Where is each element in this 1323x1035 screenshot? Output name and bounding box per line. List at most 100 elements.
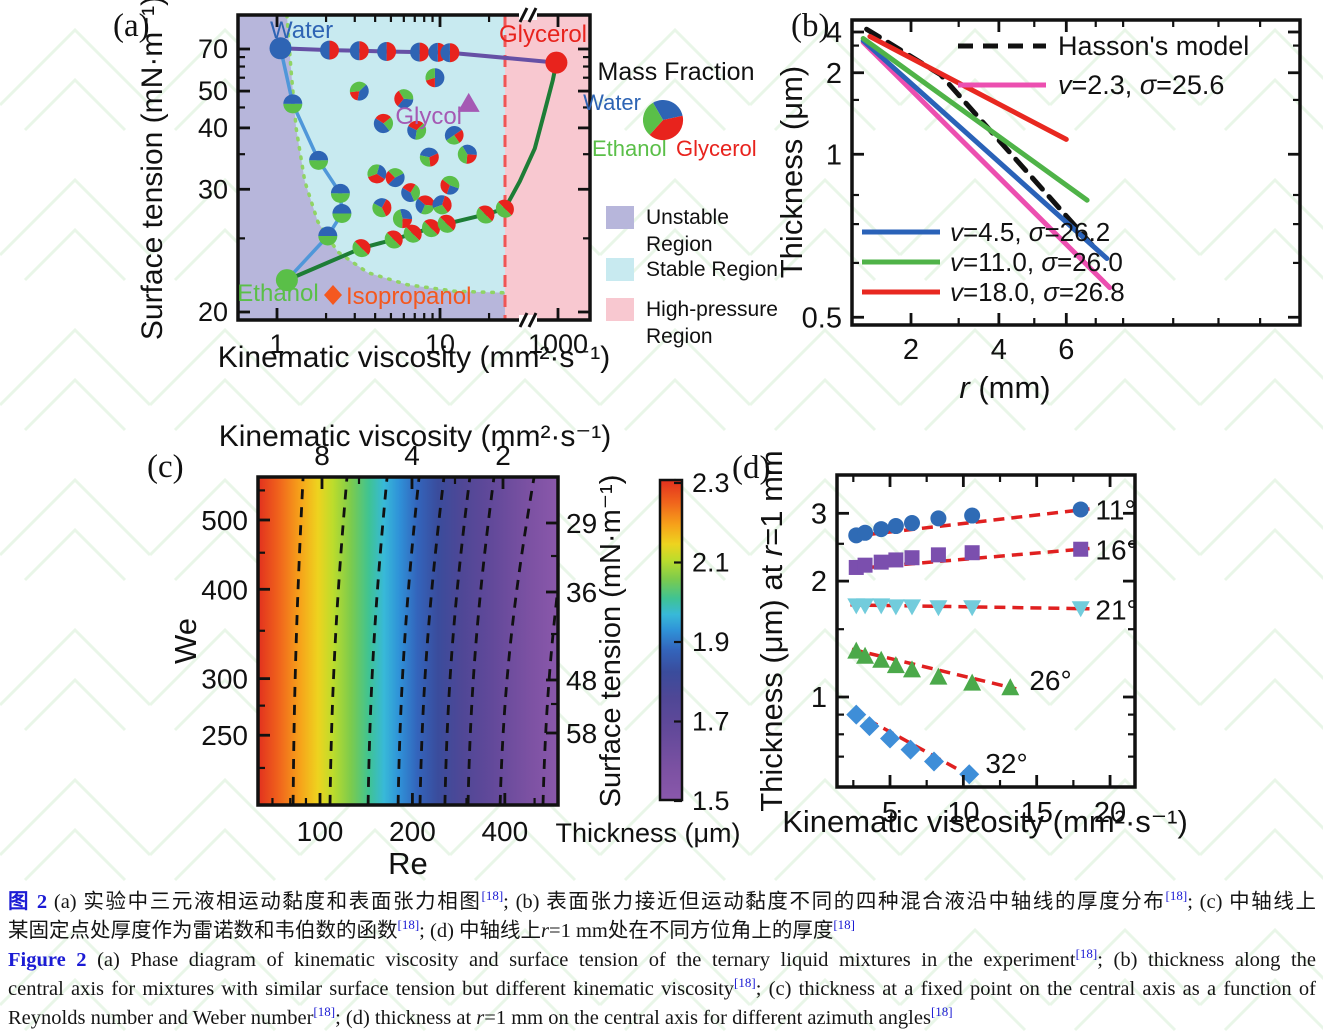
pie-marker [440,43,460,63]
legend-swatch [606,206,634,229]
series-line-2 [860,38,1110,261]
series-label-21°: 21° [1095,594,1137,625]
pie-marker [440,175,460,195]
citation-ref: [18] [481,888,504,904]
legend-region-label: Region [646,233,713,256]
caption-text: Figure 2 [8,949,87,971]
ethanol-point [275,269,298,292]
caption-text: =1 mm on the central axis for different … [484,1007,931,1029]
caption-text: central axis for mixtures with similar s… [8,978,735,1000]
contour-line [291,477,305,805]
legend-glycerol: Glycerol [676,136,757,161]
region-unstable [238,15,505,320]
series-label-16°: 16° [1095,535,1137,566]
figure-caption: 图 2 (a) 实验中三元液相运动黏度和表面张力相图[18]; (b) 表面张力… [8,888,1316,1033]
marker-16° [857,557,873,573]
pie-marker [403,224,422,243]
pie-marker [352,239,371,258]
trend-line-11° [850,507,1090,539]
mass-fraction-legend: Mass Fraction Water Ethanol Glycerol Unstabl… [583,58,778,348]
viscosity-tick-label: 2 [495,440,511,471]
caption-text: (a) Phase diagram of kinematic viscosity… [86,949,1076,971]
re-tick-label: 100 [297,816,344,847]
y-tick-label: 0.5 [802,302,842,334]
marker-16° [873,554,889,570]
re-axis-label: Re [388,846,428,881]
tension-tick-label: 58 [566,718,597,749]
pie-marker [437,214,456,233]
marker-26° [872,650,891,668]
x-axis-label: Kinematic viscosity (mm²·s⁻¹) [782,804,1188,839]
heatmap-surface [258,477,558,805]
caption-text: ; (c) 中轴线上 [1187,891,1316,913]
pie-marker [332,204,352,223]
series-line-3 [860,36,1090,203]
pie-marker [330,183,350,203]
caption-text: =1 mm处在不同方位角上的厚度 [549,920,834,942]
pie-marker [392,209,413,229]
panel-frame [835,473,1137,789]
pie-marker [349,41,369,61]
panel-c-heatmap: 100 200 400 500 400 300 250 8 4 2 29 36 48 58 Kinemati… [168,420,741,881]
colorbar-tick-label: 1.5 [692,786,730,816]
marker-16° [964,545,980,561]
panel-frame [256,475,560,807]
colorbar-gradient [658,478,684,802]
pie-marker [401,183,421,203]
glycerol-point [545,51,568,74]
legend-top: Hasson's model v=2.3, σ=25.6 [958,31,1249,100]
marker-11° [930,510,947,527]
contour-line [328,477,349,805]
panel-tag-d: (d) [732,450,771,486]
pie-marker [320,40,339,60]
we-tick-label: 300 [201,664,248,695]
contour-line [366,477,389,805]
marker-21° [872,598,891,615]
marker-26° [856,646,875,664]
contour-line [541,576,558,805]
contour-line [466,477,496,805]
x-tick-label: 2 [903,334,919,366]
pie-marker [444,126,464,145]
legend-bottom: v=4.5, σ=26.2v=11.0, σ=26.0v=18.0, σ=26.… [862,217,1125,307]
pie-marker [476,205,495,224]
citation-ref: [18] [930,1004,953,1020]
marker-16° [1073,541,1089,557]
x-tick-label: 20 [1094,797,1126,829]
legend-region-label: Stable Region [646,258,778,281]
pie-marker [309,150,329,170]
pie-marker [373,113,394,134]
y-axis-label: Surface tension (mN·m⁻¹) [136,0,169,340]
panel-b-thickness-profiles: 2 4 6 4 2 1 0.5 r (mm) Thickness (μm) Hasson's mo… [774,17,1302,405]
marker-21° [903,599,922,616]
caption-text: r [476,1007,485,1029]
caption-text: 图 2 [8,891,48,913]
ethanol-label: Ethanol [237,280,318,307]
panel-frame [850,18,1302,327]
y-tick-label: 30 [198,174,228,204]
marker-32° [924,751,945,772]
legend-v2.3: v=2.3, σ=25.6 [1058,70,1224,100]
citation-ref: [18] [397,917,420,933]
marker-32° [859,716,880,737]
series-line-4 [867,34,1069,142]
colorbar-title: Thickness (μm) [555,818,740,848]
we-tick-label: 400 [201,574,248,605]
isopropanol-marker [324,285,342,305]
legend-series-2: v=4.5, σ=26.2 [950,217,1110,247]
contour-lines [291,477,558,805]
glycerol-label: Glycerol [499,21,587,48]
tension-tick-label: 48 [566,665,597,696]
pie-marker [394,89,414,109]
tension-axis-label: Surface tension (mN·m⁻¹) [595,475,627,808]
we-tick-label: 500 [201,505,248,536]
legend-region-label: Unstable [646,206,729,229]
y-tick-label: 50 [198,76,228,106]
contour-line [418,477,446,805]
pie-marker [385,168,405,188]
trend-line-21° [850,603,1090,611]
y-axis-label: Thickness (μm) [774,66,809,279]
contour-line [396,477,421,805]
water-label: Water [270,17,333,44]
